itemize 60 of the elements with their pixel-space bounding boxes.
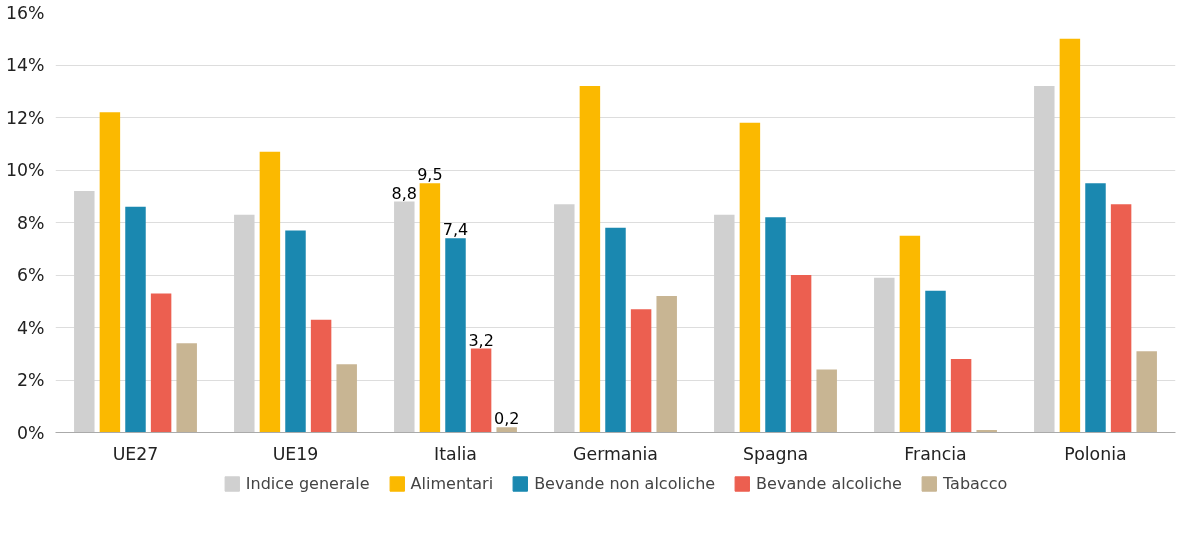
legend-label: Bevande alcoliche — [756, 473, 902, 493]
x-tick-label: UE19 — [272, 443, 319, 464]
bar — [925, 290, 946, 433]
legend-label: Bevande non alcoliche — [534, 473, 716, 493]
legend-label: Tabacco — [942, 473, 1008, 493]
bar — [394, 201, 415, 433]
bar — [739, 122, 761, 433]
x-tick-label: Germania — [573, 443, 658, 464]
bar — [1136, 351, 1157, 433]
y-tick-label: 4% — [17, 317, 45, 338]
y-tick-label: 14% — [5, 55, 45, 75]
bar — [336, 364, 357, 433]
bar — [874, 277, 895, 433]
x-tick-label: Italia — [434, 443, 477, 464]
bar — [176, 343, 197, 433]
x-tick-label: UE27 — [112, 443, 159, 464]
bar — [1085, 183, 1106, 433]
y-tick-label: 16% — [5, 2, 45, 23]
bar — [899, 235, 921, 433]
bar — [790, 275, 812, 433]
y-tick-label: 0% — [17, 422, 45, 443]
data-label: 0,2 — [493, 409, 520, 429]
bar — [259, 151, 281, 433]
bar — [605, 227, 626, 433]
bar — [496, 427, 517, 433]
bar — [470, 348, 492, 433]
bar — [714, 214, 735, 433]
bar — [950, 359, 972, 433]
data-label: 9,5 — [417, 165, 443, 185]
bar — [419, 183, 441, 433]
bar — [656, 296, 677, 433]
bar — [99, 112, 121, 433]
y-tick-label: 10% — [5, 160, 45, 180]
bar — [630, 309, 652, 433]
bar — [74, 191, 95, 433]
legend-label: Alimentari — [410, 473, 494, 493]
bar — [554, 204, 575, 433]
legend-label: Indice generale — [245, 473, 370, 493]
bar — [1059, 38, 1081, 433]
x-tick-label: Francia — [904, 443, 967, 464]
bar — [285, 230, 306, 433]
data-label: 8,8 — [391, 183, 418, 203]
bar — [816, 369, 837, 433]
y-tick-label: 2% — [17, 370, 45, 390]
bar — [1110, 204, 1132, 433]
bar — [1034, 86, 1055, 433]
bar — [125, 206, 146, 433]
y-tick-label: 6% — [17, 265, 45, 285]
bar — [150, 293, 172, 433]
y-tick-label: 8% — [17, 212, 45, 233]
y-tick-label: 12% — [5, 107, 45, 128]
data-label: 7,4 — [442, 220, 469, 240]
bar — [579, 86, 601, 433]
x-tick-label: Spagna — [742, 443, 809, 464]
x-tick-label: Polonia — [1064, 443, 1127, 464]
data-label: 3,2 — [468, 330, 494, 350]
bar — [445, 238, 466, 433]
bar — [310, 319, 332, 433]
bar — [765, 217, 786, 433]
bar — [234, 214, 255, 433]
